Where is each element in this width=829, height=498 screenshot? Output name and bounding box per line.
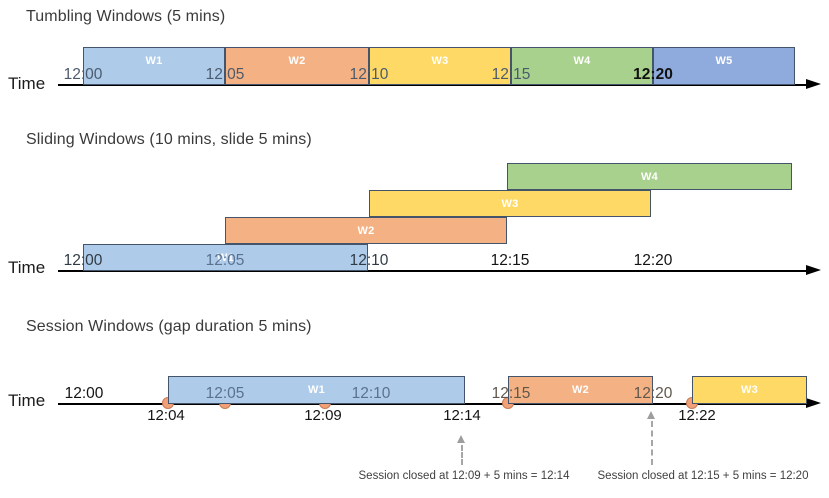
session-time-axis [58,403,808,405]
tumbling-window-w2: W2 [225,47,369,85]
window-label: W2 [357,224,375,237]
window-label: W3 [431,55,449,67]
sliding-window-w2: W2 [225,217,507,244]
dashed-arrow-up-icon [457,435,465,443]
session-title: Session Windows (gap duration 5 mins) [26,318,312,335]
event-time-12-09: 12:09 [304,407,342,424]
tumbling-time-axis-label: Time [8,74,46,93]
tick-12-15: 12:15 [491,385,531,402]
dashed-arrow-line [651,421,653,465]
session-time-axis-label: Time [8,391,46,410]
tumbling-axis-arrowhead-icon [806,79,821,89]
window-label: W4 [640,170,659,183]
session-closed-annotation-1: Session closed at 12:09 + 5 mins = 12:14 [358,470,570,482]
tumbling-window-w3: W3 [369,47,511,85]
tick-12-15: 12:15 [491,66,531,83]
tick-12-10: 12:10 [351,385,391,402]
session-window-w2: W2 [508,376,653,404]
sliding-title: Sliding Windows (10 mins, slide 5 mins) [26,131,312,148]
tumbling-window-w5: W5 [653,47,795,85]
window-label: W1 [145,55,163,67]
tick-12-00: 12:00 [64,385,104,402]
sliding-window-w3: W3 [369,190,651,217]
tick-12-00: 12:00 [63,66,103,83]
session-windows-section: Session Windows (gap duration 5 mins) Ti… [0,300,829,498]
window-label: W1 [307,384,326,396]
tick-12-15: 12:15 [490,252,530,269]
tick-12-20: 12:20 [633,66,673,83]
tumbling-title: Tumbling Windows (5 mins) [26,8,226,25]
window-label: W2 [571,384,590,396]
tick-12-00: 12:00 [63,252,103,269]
window-label: W2 [288,55,306,67]
window-label: W5 [715,55,733,67]
tick-12-10: 12:10 [349,252,389,269]
sliding-time-axis [58,270,808,272]
session-closed-annotation-2: Session closed at 12:15 + 5 mins = 12:20 [597,470,809,482]
event-time-12-04: 12:04 [147,407,185,424]
dashed-arrow-up-icon [647,411,655,419]
sliding-time-axis-label: Time [8,258,46,277]
sliding-window-w1: W1 [83,244,368,271]
tumbling-window-w1: W1 [83,47,225,85]
tumbling-windows-section: Tumbling Windows (5 mins) Time W1 W2 W3 … [0,0,829,115]
tick-12-20: 12:20 [633,252,673,269]
tick-12-10: 12:10 [349,66,389,83]
event-time-12-14: 12:14 [443,407,481,424]
session-axis-arrowhead-icon [806,398,821,408]
window-label: W1 [216,251,235,264]
session-window-w1: W1 [168,376,465,404]
window-label: W3 [740,384,759,396]
sliding-axis-arrowhead-icon [806,265,821,275]
session-window-w3: W3 [692,376,807,404]
tick-12-05: 12:05 [205,252,245,269]
tumbling-time-axis [58,84,808,86]
dashed-arrow-line [461,445,463,465]
event-time-12-22: 12:22 [678,407,716,424]
window-label: W4 [573,55,591,67]
tick-12-05: 12:05 [205,66,245,83]
tick-12-20: 12:20 [633,385,673,402]
sliding-window-w4: W4 [507,163,792,190]
sliding-windows-section: Sliding Windows (10 mins, slide 5 mins) … [0,115,829,300]
tick-12-05: 12:05 [205,385,245,402]
tumbling-window-w4: W4 [511,47,653,85]
window-label: W3 [501,197,519,210]
